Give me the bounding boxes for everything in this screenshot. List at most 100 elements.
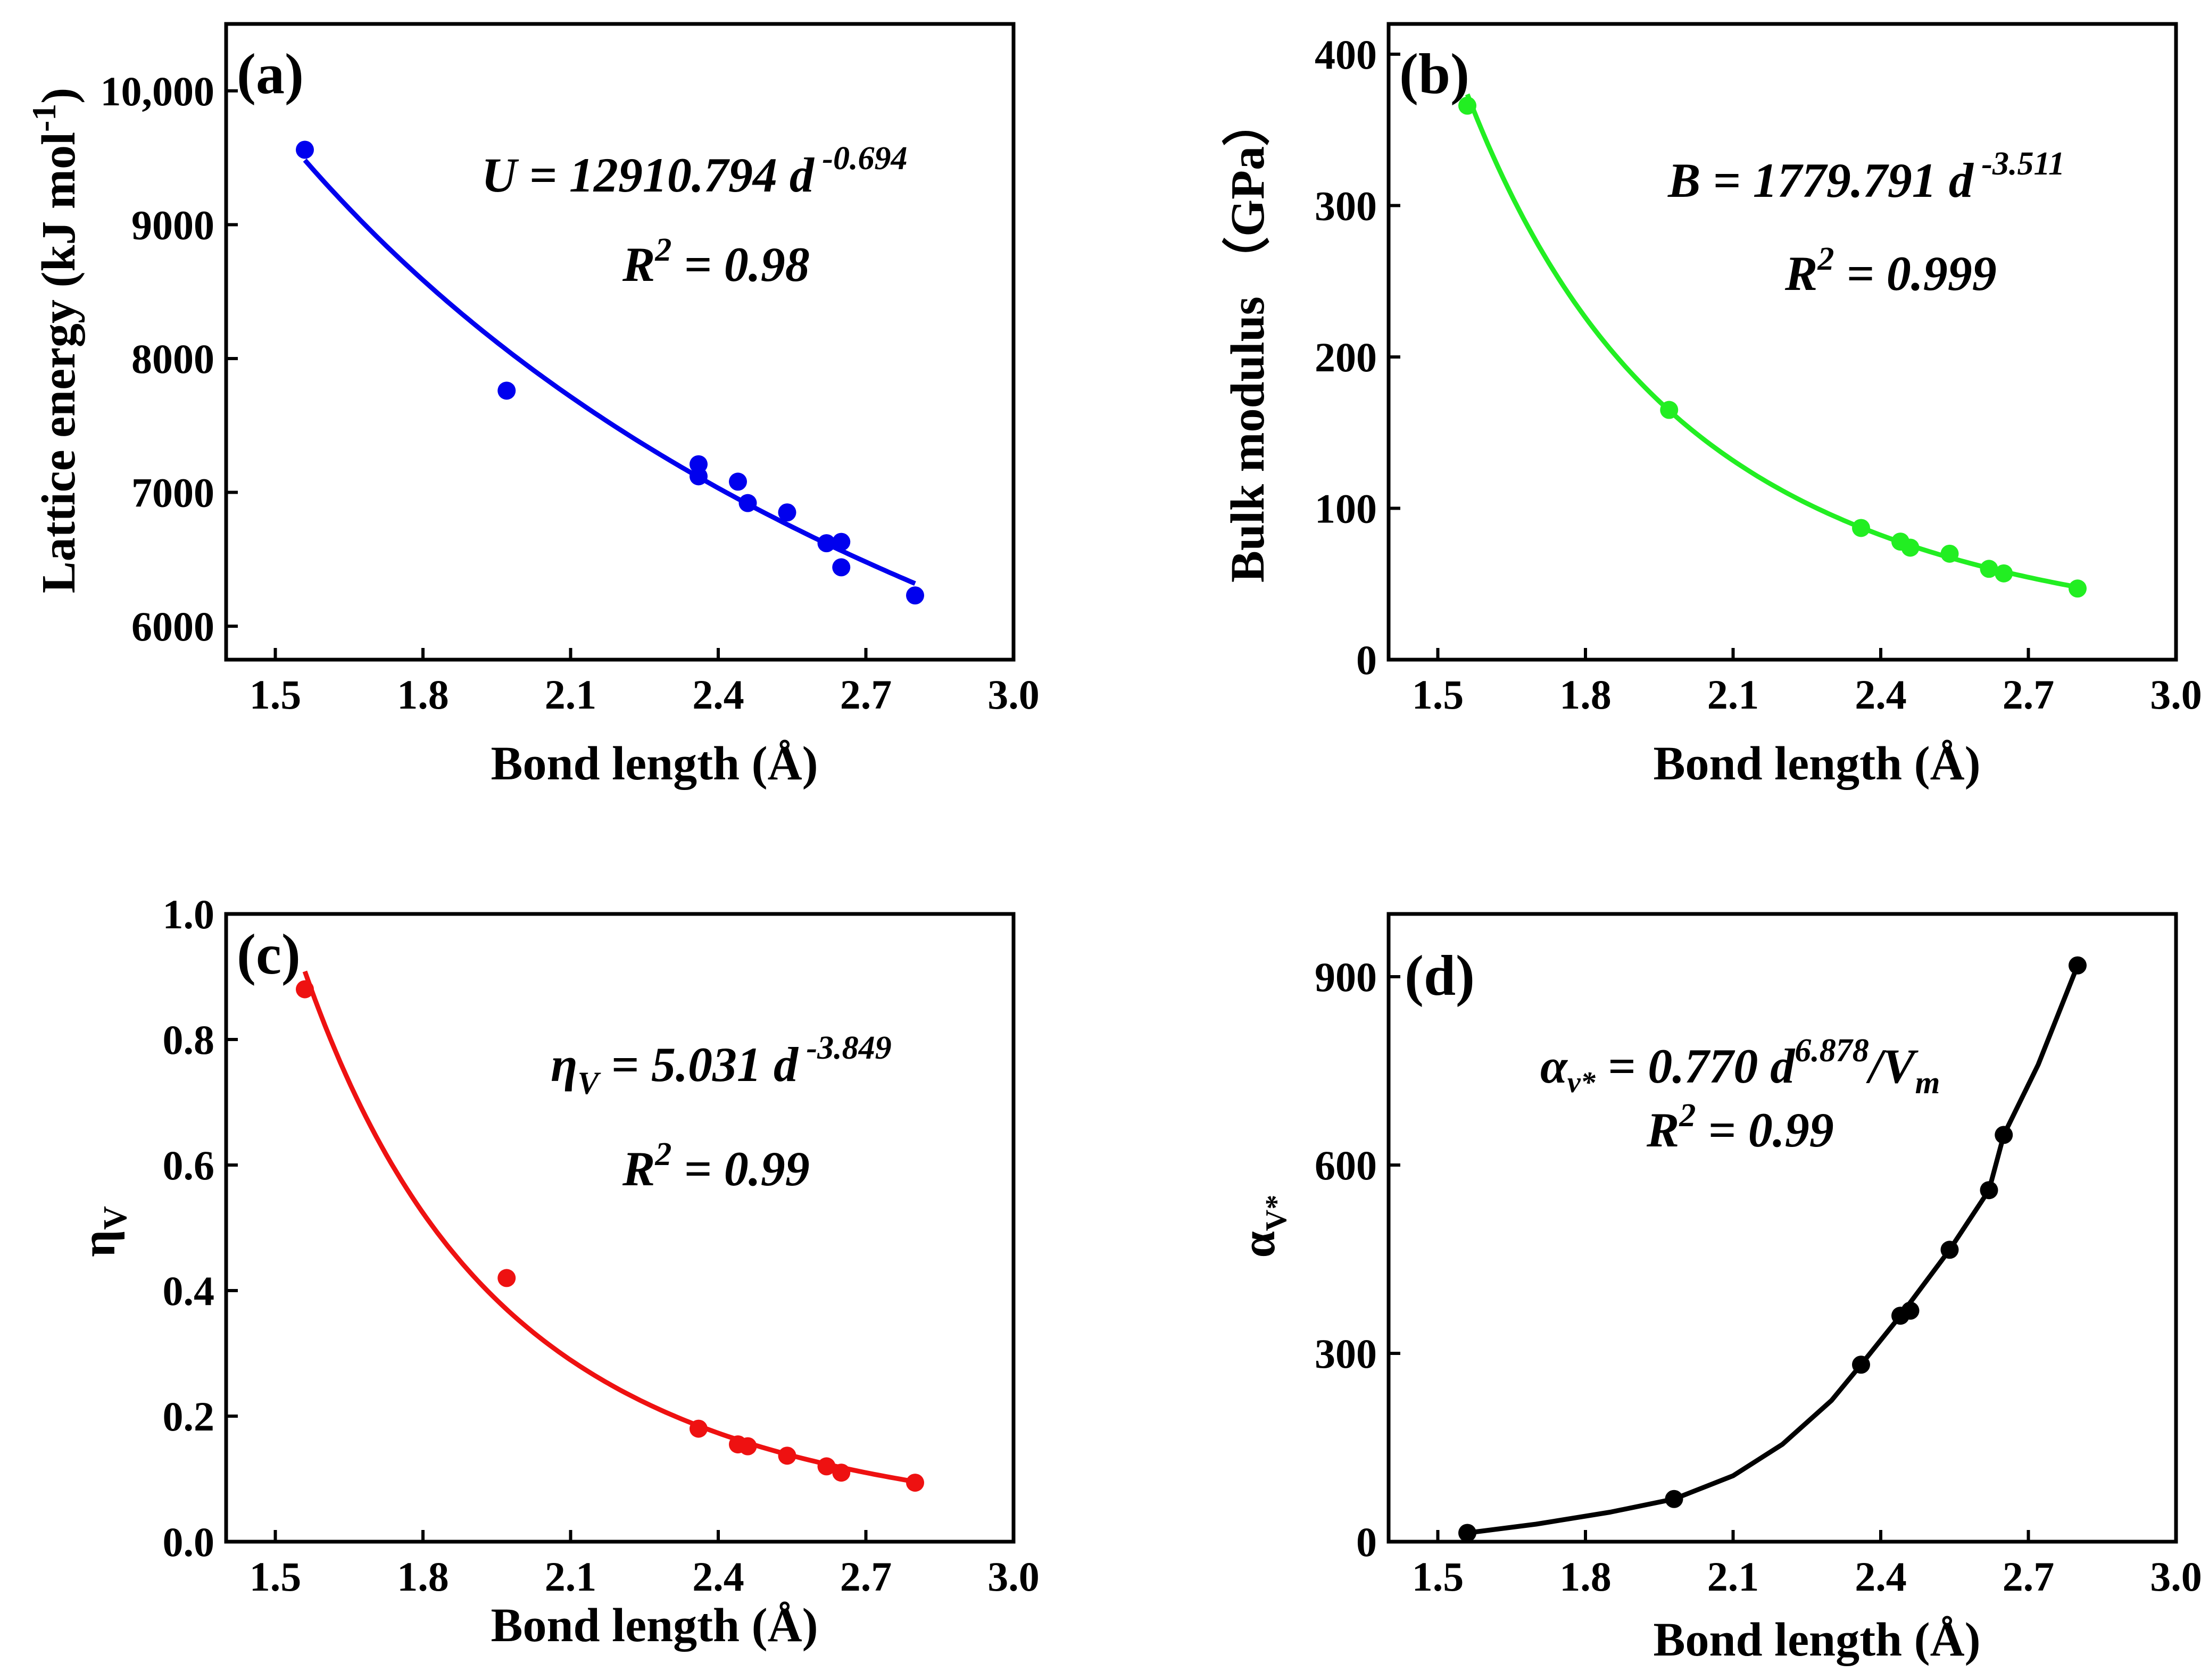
equation-lhs: B	[1667, 153, 1700, 207]
data-point	[497, 1269, 516, 1287]
x-axis-label: Bond length (Å)	[491, 1599, 818, 1652]
x-tick-label: 3.0	[987, 1553, 1040, 1600]
r-value: = 0.99	[1696, 1103, 1833, 1157]
y-tick-label: 400	[1315, 31, 1377, 78]
r-exponent: 2	[654, 232, 671, 268]
y-tick-label: 0.2	[163, 1393, 215, 1440]
y-tick-label: 10,000	[101, 68, 215, 114]
data-point	[1901, 1301, 1920, 1320]
data-points	[1458, 956, 2087, 1542]
y-tick-label: 0.8	[163, 1017, 215, 1063]
data-point	[778, 1446, 796, 1465]
r-symbol: R	[622, 237, 655, 292]
data-point	[2069, 579, 2087, 598]
data-point	[832, 1463, 851, 1482]
equation-lhs: U	[481, 148, 519, 202]
x-tick-label: 2.1	[1707, 671, 1759, 718]
y-axis-label: ηV	[72, 1206, 134, 1257]
y-label-end: )	[32, 88, 85, 104]
r-squared: R2 = 0.99	[1646, 1097, 1834, 1157]
axis-ticks: 1.5 1.8 2.1 2.4 2.7 3.0 6000 7000 8000 9000 10,000	[101, 68, 1040, 718]
data-point	[1660, 401, 1679, 419]
x-tick-label: 2.4	[1855, 671, 1907, 718]
x-axis-label: Bond length (Å)	[1653, 1614, 1980, 1666]
equation-lhs-subscript: v*	[1567, 1066, 1596, 1099]
data-point	[832, 558, 851, 577]
equation-exponent: -3.511	[1973, 146, 2065, 182]
equation-rhs: = 0.770	[1596, 1039, 1770, 1093]
equation-rhs: = 12910.794	[517, 148, 789, 202]
data-point	[690, 467, 708, 486]
data-point	[1901, 538, 1920, 557]
r-squared: R2 = 0.99	[622, 1136, 810, 1196]
x-tick-label: 2.7	[840, 1553, 892, 1600]
equation-lhs: η	[551, 1037, 578, 1092]
fit-curve	[302, 970, 916, 1484]
equation-exponent: 6.878	[1795, 1033, 1869, 1069]
panel-label: (b)	[1399, 43, 1469, 106]
y-axis-label: αV*	[1232, 1195, 1293, 1258]
equation-var: d	[790, 148, 815, 202]
data-point	[1940, 544, 1959, 563]
x-tick-label: 1.5	[1412, 671, 1464, 718]
panel-a: 1.5 1.8 2.1 2.4 2.7 3.0 6000 7000 8000 9000 10,000…	[25, 22, 1040, 790]
y-tick-label: 0.0	[163, 1519, 215, 1565]
panel-label: (c)	[237, 923, 301, 986]
data-point	[1940, 1241, 1959, 1259]
equation-rhs: = 5.031	[599, 1037, 774, 1092]
x-tick-label: 3.0	[2150, 671, 2202, 718]
r-value: = 0.99	[671, 1142, 809, 1196]
equation-tail-subscript: m	[1915, 1065, 1940, 1100]
x-tick-label: 1.5	[250, 1553, 302, 1600]
fit-line	[1465, 93, 2078, 590]
data-point	[1980, 560, 1998, 578]
x-tick-label: 2.7	[2003, 671, 2055, 718]
x-tick-label: 3.0	[987, 671, 1040, 718]
x-tick-label: 1.8	[1559, 1553, 1612, 1600]
data-point	[729, 472, 747, 491]
data-point	[832, 533, 851, 551]
y-tick-label: 0.4	[163, 1268, 215, 1314]
x-tick-label: 2.1	[1707, 1553, 1759, 1600]
y-tick-label: 600	[1315, 1142, 1377, 1188]
data-point	[1852, 519, 1870, 537]
panel-label: (d)	[1405, 944, 1475, 1008]
y-axis-label: Lattice energy (kJ mol-1)	[25, 88, 85, 594]
data-point	[817, 534, 836, 553]
fit-line	[1467, 964, 2080, 1535]
plot-frame	[224, 22, 1016, 662]
x-tick-label: 2.7	[840, 671, 892, 718]
data-point	[1458, 96, 1476, 115]
y-axis-label: Bulk modulus （GPa）	[1222, 98, 1274, 583]
panel-c: 1.5 1.8 2.1 2.4 2.7 3.0 0.0 0.2 0.4 0.6 0.8 1.0 (c)…	[72, 891, 1040, 1652]
y-tick-label: 900	[1315, 954, 1377, 1000]
r-exponent: 2	[1817, 241, 1834, 277]
data-point	[497, 381, 516, 400]
data-point	[296, 140, 314, 159]
fit-curve	[1465, 93, 2078, 590]
equation-exponent: -3.849	[798, 1030, 892, 1066]
y-tick-label: 6000	[131, 603, 214, 650]
y-tick-label: 1.0	[163, 891, 215, 937]
panel-label: (a)	[237, 43, 304, 106]
x-tick-label: 1.8	[397, 1553, 449, 1600]
data-point	[1995, 564, 2013, 583]
r-value: = 0.999	[1834, 246, 1996, 301]
fit-equation: U = 12910.794 d -0.694	[481, 140, 908, 202]
fit-equation: B = 1779.791 d -3.511	[1667, 146, 2065, 207]
y-tick-label: 9000	[131, 202, 214, 248]
data-point	[1458, 1524, 1476, 1542]
r-exponent: 2	[1679, 1097, 1696, 1134]
r-symbol: R	[622, 1142, 655, 1196]
y-tick-label: 100	[1315, 485, 1377, 531]
x-tick-label: 2.4	[692, 671, 744, 718]
x-tick-label: 2.1	[545, 671, 597, 718]
equation-var: d	[774, 1037, 799, 1092]
r-symbol: R	[1784, 246, 1817, 301]
y-tick-label: 0.6	[163, 1142, 215, 1188]
x-tick-label: 1.8	[397, 671, 449, 718]
equation-lhs: α	[1540, 1039, 1568, 1093]
fit-equation: ηV = 5.031 d -3.849	[551, 1030, 892, 1101]
fit-line	[303, 159, 916, 586]
